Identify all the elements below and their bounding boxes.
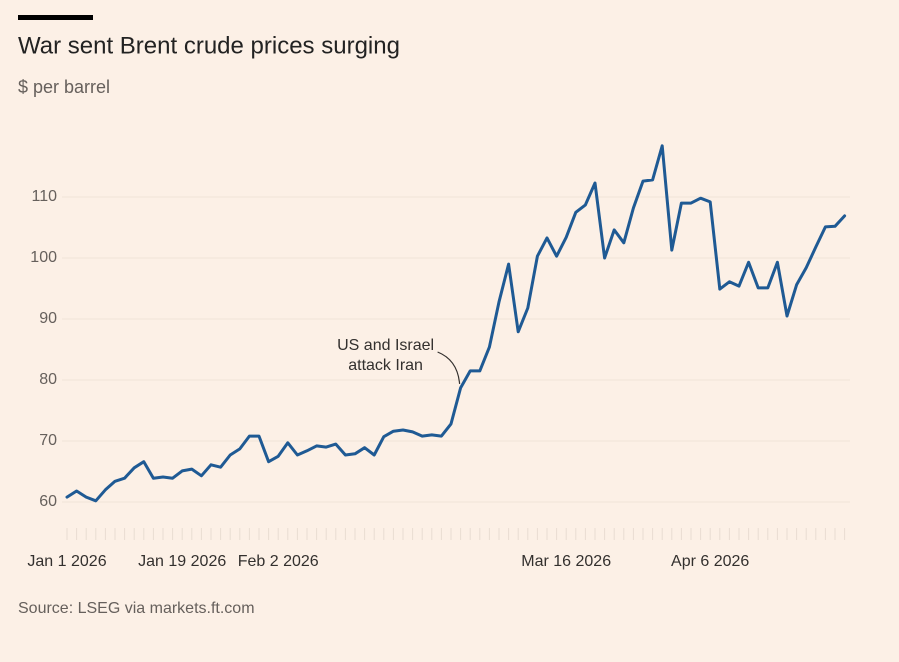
y-tick-label: 100 [30,249,57,266]
y-tick-label: 110 [31,188,57,205]
x-tick-label: Apr 6 2026 [671,553,749,570]
chart-title: War sent Brent crude prices surging [18,32,400,59]
top-bar [18,15,93,20]
x-tick-label: Mar 16 2026 [521,553,611,570]
x-tick-label: Feb 2 2026 [238,553,319,570]
annotation-text: attack Iran [348,357,423,374]
y-tick-label: 90 [39,310,57,327]
y-tick-label: 70 [39,432,57,449]
annotation-arrow [437,351,461,384]
x-tick-label: Jan 19 2026 [138,553,226,570]
chart-subtitle: $ per barrel [18,77,110,97]
price-line [65,144,847,503]
y-tick-label: 80 [39,371,57,388]
annotation-text: US and Israel [337,337,434,354]
y-tick-label: 60 [39,493,57,510]
x-tick-label: Jan 1 2026 [27,553,106,570]
source: Source: LSEG via markets.ft.com [18,600,255,617]
